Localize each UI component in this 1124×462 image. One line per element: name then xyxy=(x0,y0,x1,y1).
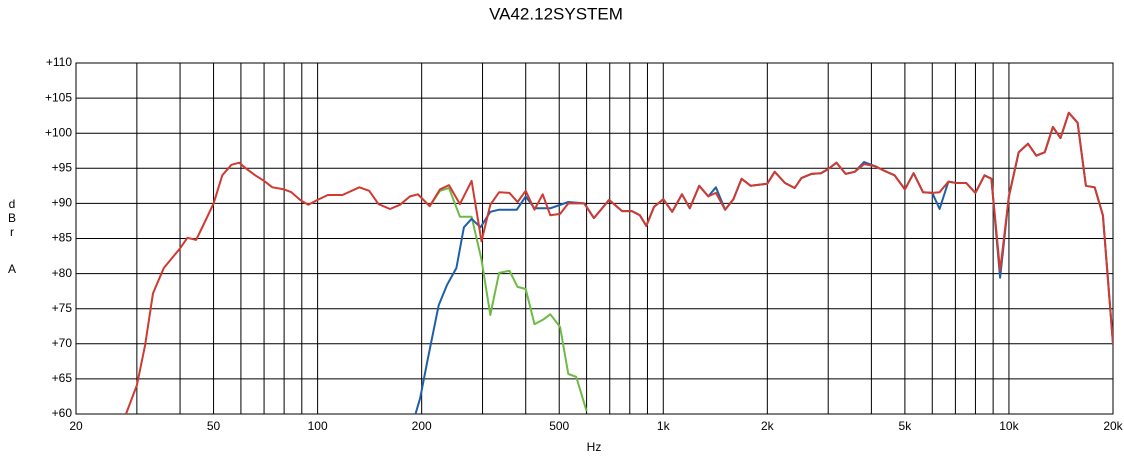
chart-title: VA42.12SYSTEM xyxy=(489,4,623,23)
y-tick-label: +65 xyxy=(52,371,73,385)
x-tick-label: 20k xyxy=(1103,419,1123,433)
y-axis-unit: A xyxy=(8,262,16,276)
y-tick-label: +70 xyxy=(52,336,73,350)
x-axis-label: Hz xyxy=(587,440,602,454)
x-tick-label: 200 xyxy=(412,419,432,433)
x-tick-label: 1k xyxy=(657,419,671,433)
x-tick-label: 10k xyxy=(999,419,1019,433)
y-tick-label: +75 xyxy=(52,301,73,315)
x-tick-label: 100 xyxy=(308,419,328,433)
y-tick-label: +105 xyxy=(45,90,72,104)
response-line xyxy=(125,111,1113,414)
y-tick-label: +85 xyxy=(52,231,73,245)
response-line xyxy=(414,111,1113,414)
y-tick-label: +80 xyxy=(52,266,73,280)
y-tick-label: +90 xyxy=(52,196,73,210)
response-line xyxy=(417,187,588,412)
x-tick-label: 500 xyxy=(549,419,569,433)
y-tick-label: +95 xyxy=(52,160,73,174)
x-tick-label: 20 xyxy=(69,419,83,433)
x-tick-label: 5k xyxy=(899,419,913,433)
plot-lines xyxy=(125,111,1113,414)
y-tick-label: +110 xyxy=(46,55,72,69)
y-tick-label: +100 xyxy=(45,125,72,139)
x-tick-label: 2k xyxy=(761,419,775,433)
x-tick-label: 50 xyxy=(207,419,221,433)
y-tick-label: +60 xyxy=(52,406,73,420)
